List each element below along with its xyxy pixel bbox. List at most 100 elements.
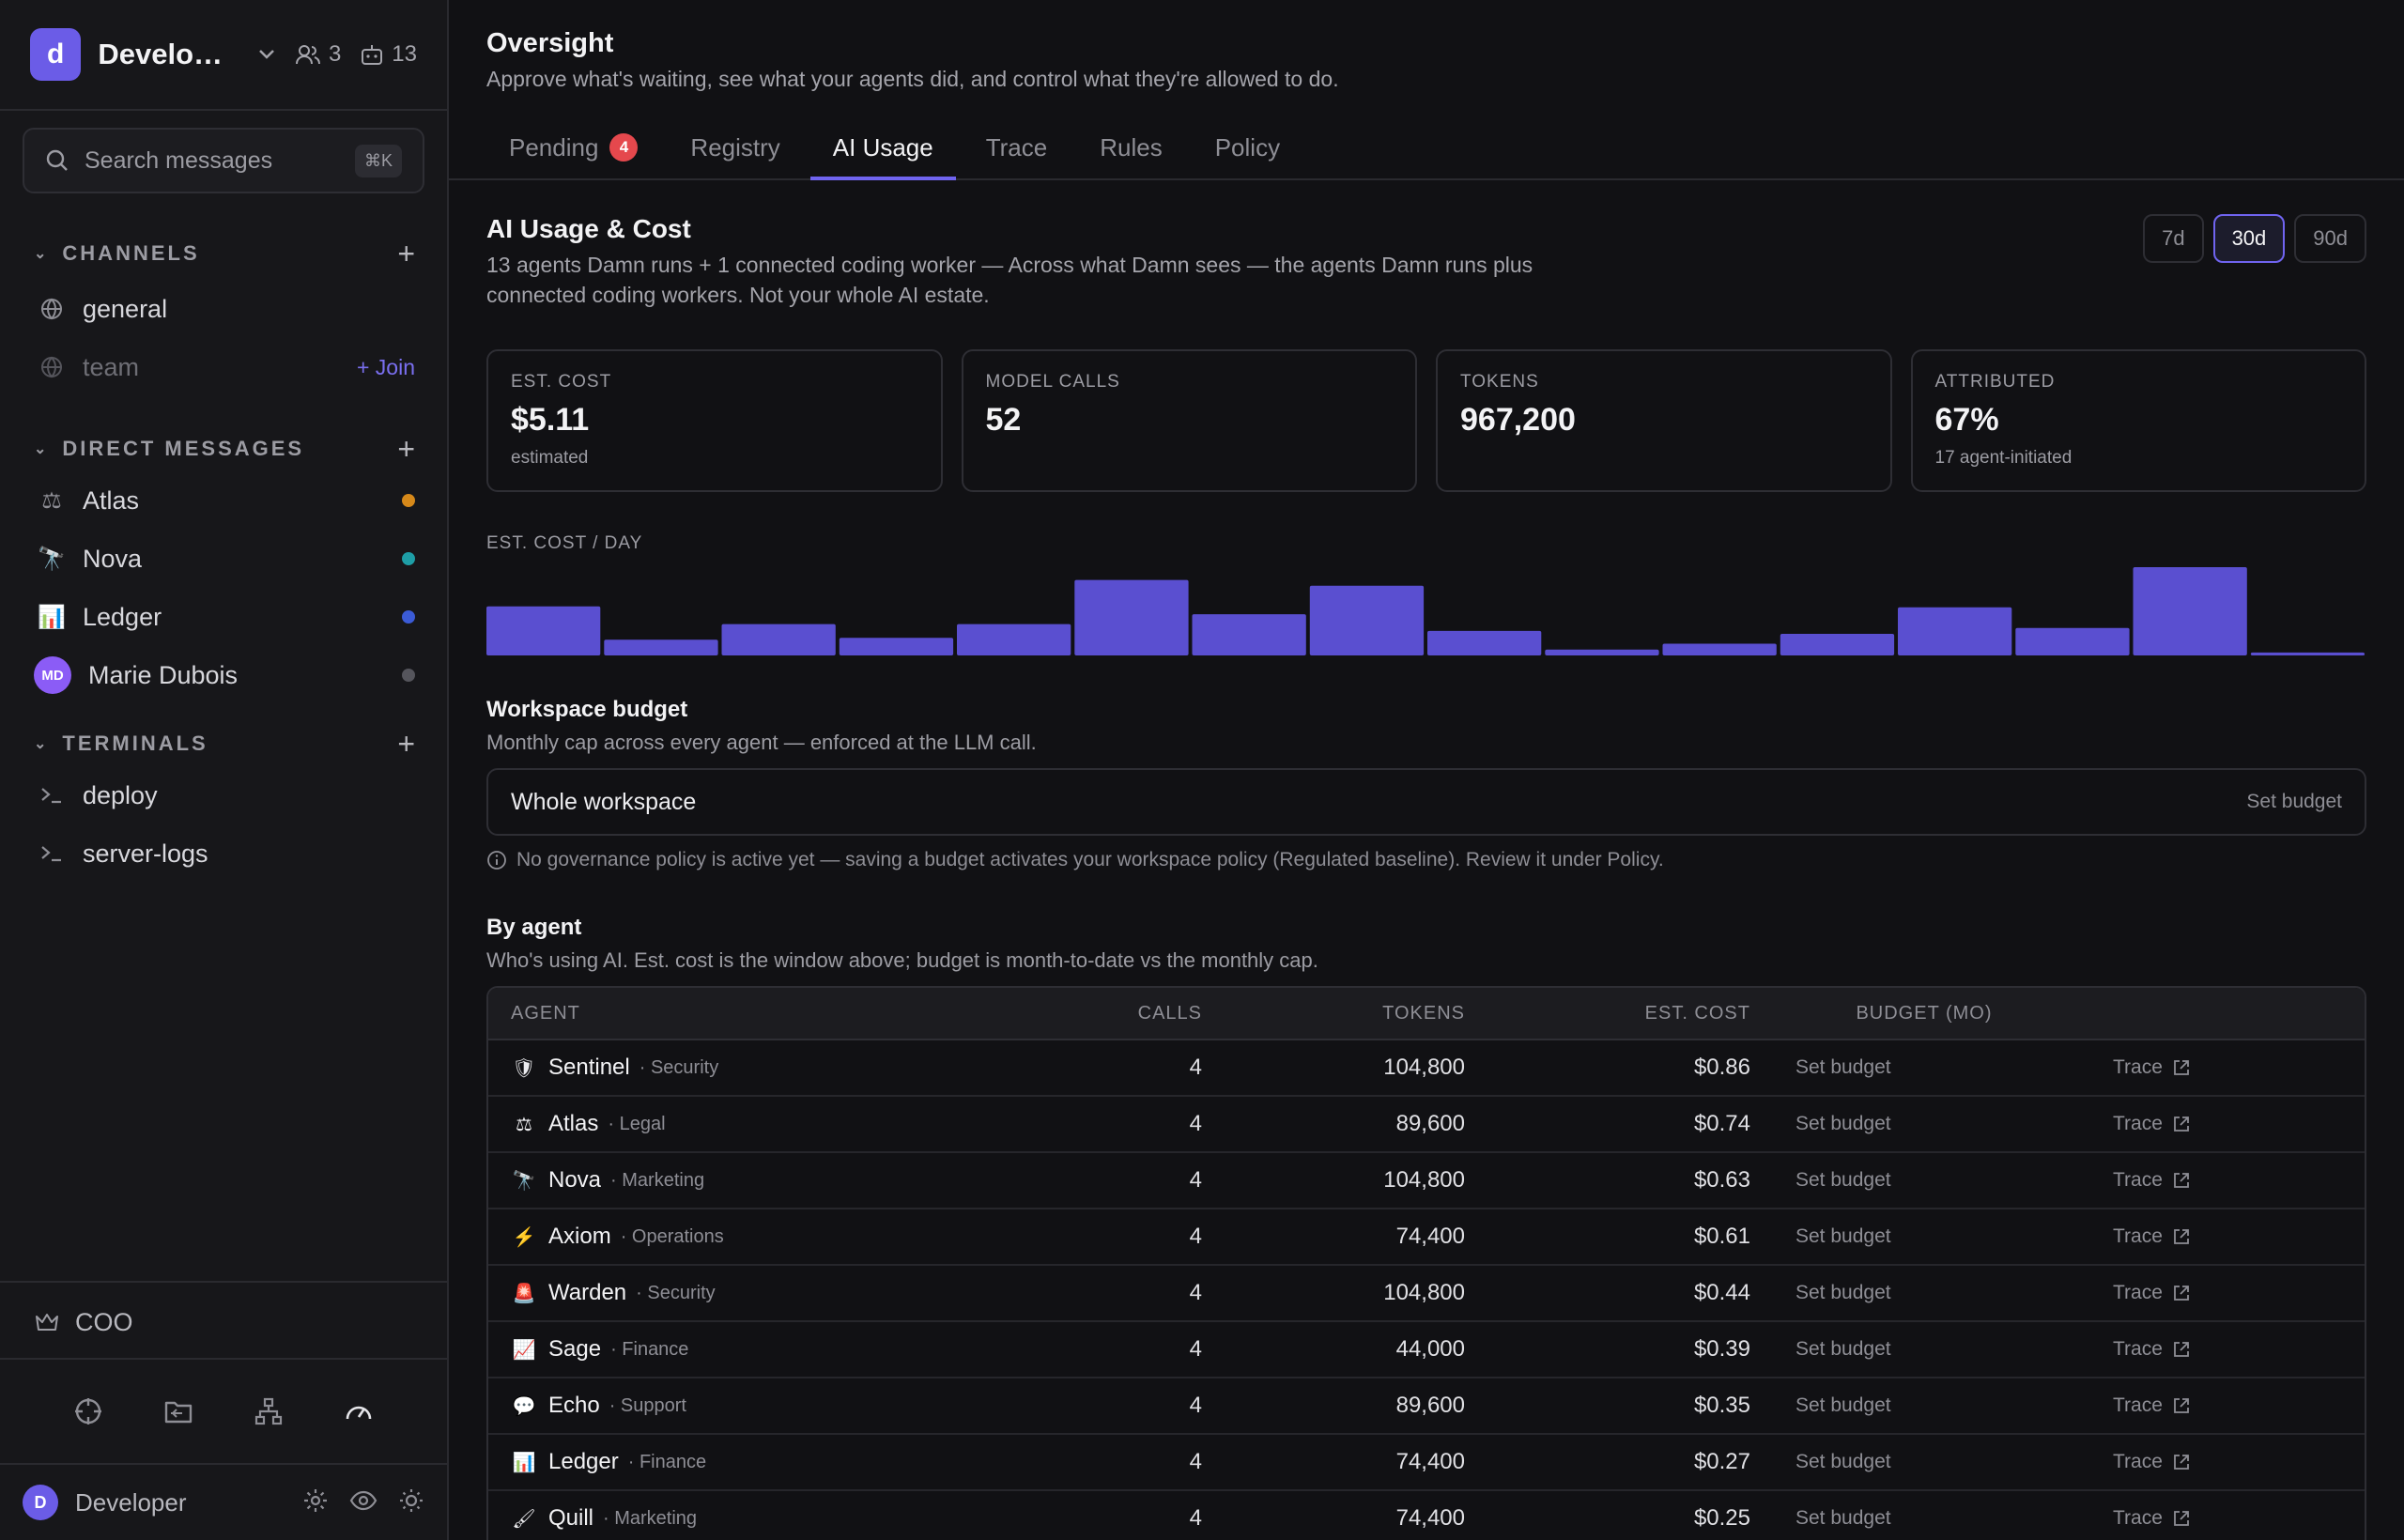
terminals-label: TERMINALS [62,732,208,755]
join-channel-button[interactable]: + Join [356,354,415,379]
chart-bar[interactable] [1545,649,1659,655]
folder-icon[interactable] [162,1395,194,1427]
add-terminal-icon[interactable]: + [397,726,415,761]
tab-registry[interactable]: Registry [690,132,780,162]
dm-marie-dubois[interactable]: MD Marie Dubois [0,646,447,704]
chart-bar[interactable] [1780,634,1895,655]
add-dm-icon[interactable]: + [397,431,415,466]
chart-bar[interactable] [839,638,954,655]
set-budget-button[interactable]: Set budget [2246,791,2342,812]
chart-bar[interactable] [486,606,601,655]
agents-count[interactable]: 13 [360,41,417,68]
tab-pending[interactable]: Pending 4 [486,118,660,180]
agent-name[interactable]: Axiom [548,1224,611,1249]
dm-ledger[interactable]: 📊 Ledger [0,588,447,646]
set-budget-link[interactable]: Set budget [1795,1169,1891,1191]
gauge-icon[interactable] [343,1395,375,1427]
set-budget-link[interactable]: Set budget [1795,1282,1891,1303]
trace-link[interactable]: Trace [2098,1113,2365,1135]
terminal-server-logs[interactable]: server-logs [0,824,447,883]
sun-icon[interactable] [398,1487,424,1518]
chart-bar[interactable] [1192,614,1306,655]
agent-name[interactable]: Atlas [548,1111,599,1136]
table-row[interactable]: 🚨 Warden · Security 4 104,800 $0.44 Set budget… [488,1266,2365,1322]
user-name[interactable]: Developer [75,1487,187,1517]
chart-bar[interactable] [1898,607,2012,655]
tab-policy[interactable]: Policy [1214,132,1281,162]
search-input[interactable]: Search messages ⌘K [23,128,424,193]
terminals-section-header[interactable]: ⌄ TERMINALS + [0,725,447,762]
agent-name[interactable]: Quill [548,1505,594,1531]
set-budget-link[interactable]: Set budget [1795,1451,1891,1472]
trace-link[interactable]: Trace [2098,1225,2365,1248]
chevron-down-icon[interactable]: ⌄ [34,736,50,752]
range-7d-button[interactable]: 7d [2143,214,2204,263]
chart-bar[interactable] [604,639,718,655]
agent-name[interactable]: Warden [548,1280,627,1305]
chart-bar[interactable] [2250,652,2365,655]
people-count[interactable]: 3 [295,41,341,68]
trace-link[interactable]: Trace [2098,1451,2365,1473]
range-30d-button[interactable]: 30d [2212,214,2286,263]
workspace-budget-row[interactable]: Whole workspace Set budget [486,768,2366,836]
channel-general[interactable]: general [0,280,447,338]
trace-link[interactable]: Trace [2098,1056,2365,1079]
set-budget-link[interactable]: Set budget [1795,1225,1891,1247]
chart-bar[interactable] [1427,630,1542,655]
org-chart-icon[interactable] [253,1395,285,1427]
chart-bar[interactable] [2015,627,2130,655]
dm-nova[interactable]: 🔭 Nova [0,530,447,588]
table-row[interactable]: 📈 Sage · Finance 4 44,000 $0.39 Set budget Trac… [488,1322,2365,1378]
tab-trace[interactable]: Trace [985,132,1048,162]
set-budget-link[interactable]: Set budget [1795,1338,1891,1360]
coo-item[interactable]: COO [0,1281,447,1362]
chart-bar[interactable] [721,624,836,655]
crosshair-icon[interactable] [72,1395,104,1427]
chart-bar[interactable] [957,624,1071,655]
channel-team[interactable]: team + Join [0,338,447,396]
trace-link[interactable]: Trace [2098,1394,2365,1417]
table-row[interactable]: 💬 Echo · Support 4 89,600 $0.35 Set budget Trac… [488,1378,2365,1435]
chart-bar[interactable] [1662,643,1777,656]
terminal-deploy[interactable]: deploy [0,766,447,824]
agent-name[interactable]: Nova [548,1167,602,1193]
chevron-down-icon[interactable]: ⌄ [34,441,50,457]
channels-section-header[interactable]: ⌄ CHANNELS + [0,235,447,272]
tab-ai-usage[interactable]: AI Usage [809,118,956,180]
trace-link[interactable]: Trace [2098,1169,2365,1192]
agent-name[interactable]: Sage [548,1336,602,1362]
trace-link[interactable]: Trace [2098,1507,2365,1530]
workspace-avatar[interactable]: d [30,28,82,81]
agent-name[interactable]: Ledger [548,1449,619,1474]
gear-icon[interactable] [302,1487,329,1518]
tab-rules[interactable]: Rules [1100,132,1163,162]
stat-est-cost: EST. COST $5.11 estimated [486,349,943,492]
table-row[interactable]: 🔭 Nova · Marketing 4 104,800 $0.63 Set budget T… [488,1153,2365,1209]
chevron-down-icon[interactable] [257,42,276,67]
set-budget-link[interactable]: Set budget [1795,1056,1891,1078]
chart-bar[interactable] [2133,567,2247,655]
trace-link[interactable]: Trace [2098,1282,2365,1304]
agent-cell: 🚨 Warden · Security [488,1280,1014,1306]
set-budget-link[interactable]: Set budget [1795,1394,1891,1416]
chevron-down-icon[interactable]: ⌄ [34,246,50,262]
chart-bar[interactable] [1074,579,1189,655]
trace-link[interactable]: Trace [2098,1338,2365,1361]
set-budget-link[interactable]: Set budget [1795,1507,1891,1529]
add-channel-icon[interactable]: + [397,236,415,270]
table-row[interactable]: ⚡ Axiom · Operations 4 74,400 $0.61 Set budget… [488,1209,2365,1266]
dm-atlas[interactable]: ⚖ Atlas [0,471,447,530]
set-budget-link[interactable]: Set budget [1795,1113,1891,1134]
dm-section-header[interactable]: ⌄ DIRECT MESSAGES + [0,430,447,468]
agent-name[interactable]: Echo [548,1393,600,1418]
range-90d-button[interactable]: 90d [2294,214,2366,263]
avatar[interactable]: D [23,1485,58,1520]
eye-icon[interactable] [349,1489,378,1517]
table-row[interactable]: 🖌 Quill · Marketing 4 74,400 $0.25 Set budget T… [488,1491,2365,1540]
table-row[interactable]: ⚖ Atlas · Legal 4 89,600 $0.74 Set budget Trace [488,1097,2365,1153]
agent-name[interactable]: Sentinel [548,1055,630,1080]
chart-bar[interactable] [1309,585,1425,655]
workspace-name[interactable]: Developer [98,38,237,70]
table-row[interactable]: 🛡 Sentinel · Security 4 104,800 $0.86 Set budg… [488,1040,2365,1097]
table-row[interactable]: 📊 Ledger · Finance 4 74,400 $0.27 Set budget Tr… [488,1435,2365,1491]
